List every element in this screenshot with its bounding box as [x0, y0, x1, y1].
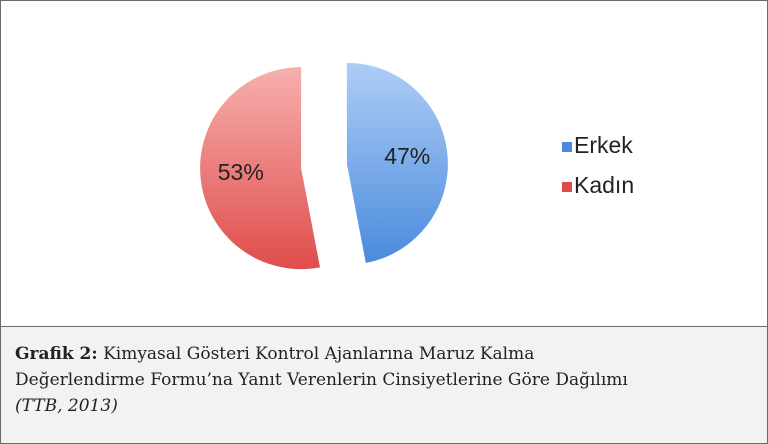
legend-swatch: [562, 142, 572, 152]
legend-label: Kadın: [574, 172, 634, 198]
pie-slice: [200, 67, 321, 270]
caption-source: (TTB, 2013): [15, 396, 118, 416]
data-label: 47%: [384, 143, 430, 169]
caption-line: Kimyasal Gösteri Kontrol Ajanlarına Maru…: [103, 344, 535, 364]
legend-swatch: [562, 182, 572, 192]
pie-slice: [346, 62, 448, 264]
data-label: 53%: [218, 159, 264, 185]
caption-label: Grafik 2:: [15, 344, 98, 364]
chart: 47% 53% Erkek Kadın: [200, 62, 634, 270]
caption-line: Değerlendirme Formu’na Yanıt Verenlerin …: [15, 370, 628, 390]
caption: Grafik 2: Kimyasal Gösteri Kontrol Ajanl…: [1, 326, 767, 443]
legend-label: Erkek: [574, 132, 633, 158]
